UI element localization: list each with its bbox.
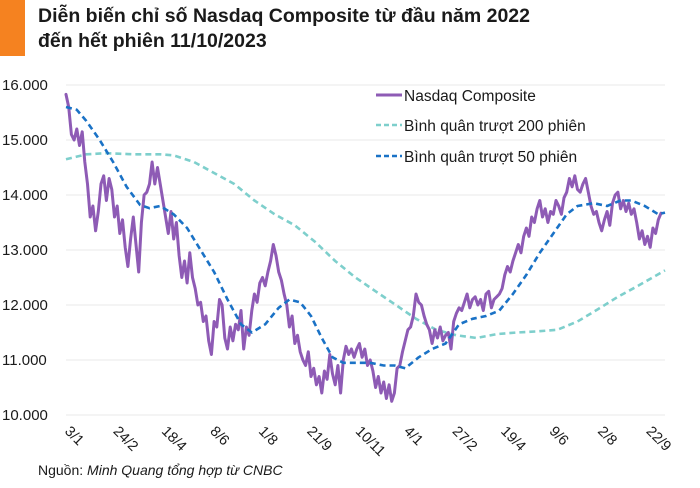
chart-title-line-1: Diễn biến chỉ số Nasdaq Composite từ đầu… [38,5,530,27]
y-tick-label: 11.000 [2,352,47,369]
y-tick-label: 10.000 [2,407,48,424]
x-tick-label: 18/4 [158,424,189,455]
source-prefix: Nguồn: [38,462,88,478]
y-axis-ticks: 10.000 11.000 12.000 13.000 14.000 15.000 16.0… [2,77,48,424]
x-tick-label: 19/4 [497,424,528,455]
source-note: Nguồn: Minh Quang tổng hợp từ CNBC [38,462,283,478]
x-tick-label: 4/1 [400,424,426,450]
y-tick-label: 15.000 [2,132,48,149]
x-tick-label: 8/6 [207,424,233,450]
y-tick-label: 13.000 [2,242,48,259]
x-tick-label: 24/2 [110,424,141,455]
x-tick-label: 10/11 [352,424,388,460]
legend: Nasdaq Composite Bình quân trượt 200 phiê… [376,88,586,166]
x-tick-label: 22/9 [643,424,674,455]
x-tick-label: 27/2 [449,424,480,455]
ma50-line [65,105,666,370]
x-axis-ticks: 3/1 24/2 18/4 8/6 1/8 21/9 10/11 4/1 27/2 19/4 9/6… [61,424,674,460]
y-tick-label: 14.000 [2,187,48,204]
ma200-line [65,151,666,340]
x-tick-label: 2/8 [594,424,620,450]
series-group [64,92,666,403]
legend-label: Bình quân trượt 50 phiên [404,149,577,166]
y-tick-label: 16.000 [2,77,48,94]
x-tick-label: 9/6 [546,424,572,450]
x-tick-label: 1/8 [255,424,281,450]
y-tick-label: 12.000 [2,297,48,314]
legend-label: Bình quân trượt 200 phiên [404,118,586,135]
legend-label: Nasdaq Composite [404,88,536,105]
chart-title: Diễn biến chỉ số Nasdaq Composite từ đầu… [38,4,530,54]
source-text: Minh Quang tổng hợp từ CNBC [87,462,283,478]
x-tick-label: 21/9 [303,424,334,455]
chart-title-line-2: đến hết phiên 11/10/2023 [38,30,267,52]
x-tick-label: 3/1 [61,424,87,450]
nasdaq-composite-line [64,92,663,403]
title-accent-bar [0,0,25,56]
